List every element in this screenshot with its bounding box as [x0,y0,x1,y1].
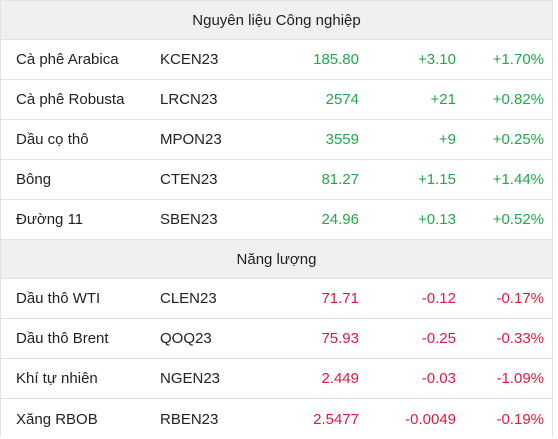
table-row[interactable]: Dầu thô Brent QOQ23 75.93 -0.25 -0.33% [1,319,552,359]
commodity-name: Khí tự nhiên [16,370,98,387]
table-row[interactable]: Cà phê Arabica KCEN23 185.80 +3.10 +1.70… [1,40,552,80]
commodity-name: Cà phê Arabica [16,51,119,68]
commodity-name: Dầu thô Brent [16,330,109,347]
commodity-code: MPON23 [160,131,222,148]
commodity-change: -0.0049 [405,410,456,428]
commodity-code: QOQ23 [160,330,212,347]
commodity-name: Bông [16,171,52,188]
commodity-code: SBEN23 [160,211,218,228]
commodity-change-pct: -1.09% [496,370,544,387]
commodity-change: +9 [438,131,456,148]
commodity-code: CTEN23 [160,171,218,188]
commodity-change-pct: +0.52% [492,211,544,228]
commodity-change: -0.25 [421,330,456,347]
section-header-energy: Năng lượng [1,240,552,279]
table-row[interactable]: Cà phê Robusta LRCN23 2574 +21 +0.82% [1,80,552,120]
commodity-change-pct: -0.17% [496,290,544,307]
section-title: Nguyên liệu Công nghiệp [192,11,361,29]
commodity-name: Đường 11 [16,211,84,228]
section-title: Năng lượng [236,250,317,268]
table-row[interactable]: Bông CTEN23 81.27 +1.15 +1.44% [1,160,552,200]
commodity-code: RBEN23 [160,410,219,428]
table-row[interactable]: Xăng RBOB RBEN23 2.5477 -0.0049 -0.19% [1,399,552,439]
commodity-name: Dầu thô WTI [16,290,101,307]
commodity-price: 3559 [325,131,359,148]
commodity-code: CLEN23 [160,290,217,307]
table-row[interactable]: Dầu cọ thô MPON23 3559 +9 +0.25% [1,120,552,160]
commodity-code: NGEN23 [160,370,221,387]
commodity-change-pct: -0.33% [496,330,544,347]
section-header-industrial: Nguyên liệu Công nghiệp [1,1,552,40]
commodity-name: Cà phê Robusta [16,91,125,108]
commodity-price: 2.5477 [313,410,359,428]
commodity-change: +21 [430,91,456,108]
commodity-change: -0.03 [421,370,456,387]
commodity-code: KCEN23 [160,51,219,68]
commodity-change-pct: -0.19% [496,410,544,428]
commodity-change: -0.12 [421,290,456,307]
commodity-change-pct: +0.82% [492,91,544,108]
table-row[interactable]: Dầu thô WTI CLEN23 71.71 -0.12 -0.17% [1,279,552,319]
commodity-price: 24.96 [321,211,359,228]
commodity-name: Dầu cọ thô [16,131,89,148]
commodity-price: 2.449 [321,370,359,387]
commodity-change-pct: +1.70% [492,51,544,68]
table-row[interactable]: Đường 11 SBEN23 24.96 +0.13 +0.52% [1,200,552,240]
table-row[interactable]: Khí tự nhiên NGEN23 2.449 -0.03 -1.09% [1,359,552,399]
commodity-name: Xăng RBOB [16,410,98,428]
commodity-price: 75.93 [321,330,359,347]
commodity-change: +0.13 [418,211,456,228]
commodity-change: +3.10 [418,51,456,68]
commodity-price: 81.27 [321,171,359,188]
commodity-change: +1.15 [418,171,456,188]
commodity-change-pct: +0.25% [492,131,544,148]
commodity-change-pct: +1.44% [492,171,544,188]
commodity-price: 71.71 [321,290,359,307]
commodity-price: 185.80 [313,51,359,68]
commodity-price: 2574 [325,91,359,108]
commodity-code: LRCN23 [160,91,218,108]
